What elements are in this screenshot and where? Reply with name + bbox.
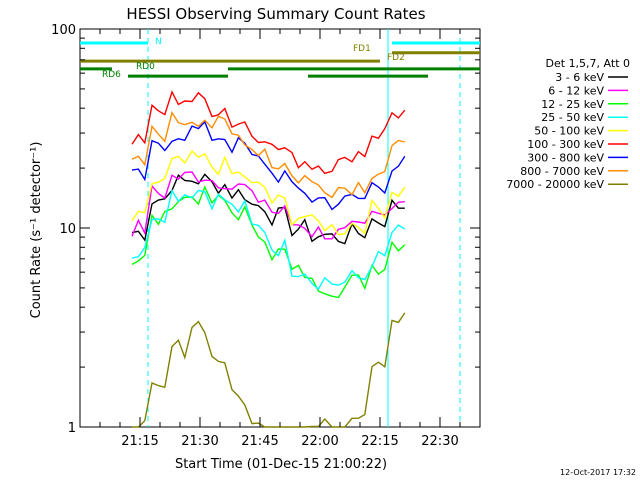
legend-entry-label: 300 - 800 keV — [527, 151, 604, 164]
y-tick-label: 100 — [51, 23, 76, 38]
x-tick-label: 21:30 — [181, 434, 218, 449]
series-line — [131, 149, 406, 236]
series-line — [131, 171, 405, 240]
series-line — [131, 120, 406, 211]
x-tick-label: 21:45 — [241, 434, 278, 449]
x-tick-label: 22:30 — [421, 434, 458, 449]
y-tick-label: 1 — [68, 421, 76, 436]
legend-entry-label: 6 - 12 keV — [548, 84, 604, 97]
legend-entry-label: 50 - 100 keV — [534, 125, 604, 138]
series-line — [132, 312, 406, 428]
x-axis-label: Start Time (01-Dec-15 21:00:22) — [175, 457, 387, 472]
legend-entry-label: 100 - 300 keV — [527, 138, 604, 151]
series-line — [131, 188, 406, 291]
flag-label: FD2 — [387, 53, 405, 63]
series-line — [131, 110, 405, 199]
x-tick-label: 22:00 — [301, 434, 338, 449]
y-axis-label: Count Rate (s⁻¹ detector⁻¹) — [29, 142, 44, 319]
legend-entry-label: 12 - 25 keV — [541, 98, 604, 111]
flag-label: RD6 — [102, 70, 121, 80]
flag-label: N — [155, 37, 162, 47]
plot-frame — [79, 28, 481, 428]
footer-timestamp: 12-Oct-2017 17:32 — [560, 468, 636, 477]
legend-title: Det 1,5,7, Att 0 — [546, 57, 630, 70]
flag-label: RD0 — [136, 62, 155, 72]
x-tick-label: 22:15 — [361, 434, 398, 449]
legend-entry-label: 25 - 50 keV — [541, 111, 604, 124]
legend-entry-label: 800 - 7000 keV — [520, 165, 604, 178]
series-line — [131, 90, 406, 175]
flag-label: FD1 — [353, 44, 371, 54]
legend-entry-label: 7000 - 20000 keV — [506, 178, 604, 191]
chart-title: HESSI Observing Summary Count Rates — [126, 5, 425, 23]
legend-entry-label: 3 - 6 keV — [555, 71, 604, 84]
x-tick-label: 21:15 — [121, 434, 158, 449]
y-tick-label: 10 — [59, 222, 76, 237]
